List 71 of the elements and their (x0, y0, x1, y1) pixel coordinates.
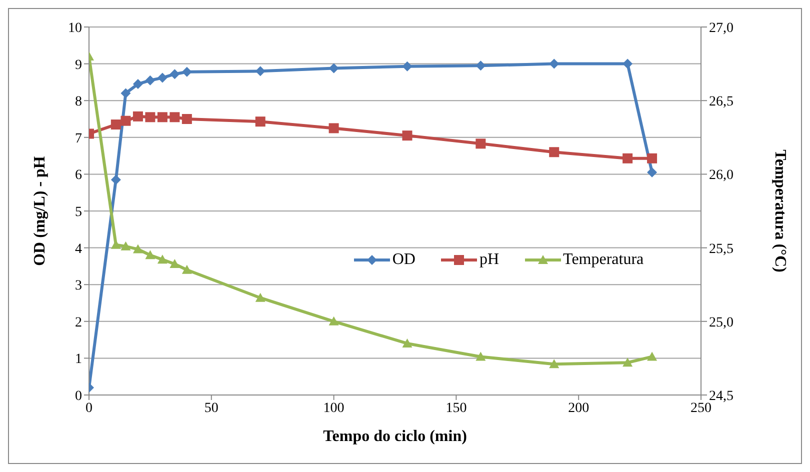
point (255, 116, 266, 127)
y-tick-label: 3 (75, 278, 82, 294)
point (145, 250, 156, 260)
point (110, 174, 121, 185)
point (549, 58, 560, 69)
point (182, 66, 192, 77)
legend-label: Temperatura (562, 251, 644, 269)
point (476, 352, 486, 361)
x-tick-label: 250 (690, 400, 712, 416)
y2-tick-label: 27,0 (709, 20, 734, 36)
y-axis-title: OD (mg/L) - pH (32, 156, 49, 266)
point (622, 153, 633, 164)
x-tick-label: 0 (86, 400, 92, 416)
x-tick-label: 200 (568, 400, 590, 416)
point (328, 63, 339, 74)
legend-label: pH (478, 251, 500, 269)
y2-tick-label: 24,5 (709, 388, 734, 404)
point (182, 114, 192, 124)
y-tick-label: 6 (75, 168, 82, 184)
y-tick-label: 1 (75, 352, 82, 368)
point (255, 66, 266, 76)
point (328, 123, 339, 134)
point (145, 112, 156, 122)
point (120, 241, 131, 250)
y2-tick-label: 26,5 (709, 94, 734, 110)
y2-tick-label: 26,0 (709, 168, 734, 184)
y-tick-label: 10 (68, 20, 82, 36)
point (170, 258, 180, 268)
y2-tick-label: 25,0 (709, 315, 734, 330)
point (132, 244, 143, 254)
legend-label: OD (391, 251, 416, 269)
point (157, 112, 168, 122)
point (145, 75, 156, 86)
point (476, 60, 486, 71)
point (549, 359, 560, 368)
point (328, 316, 339, 326)
x-tick-label: 50 (204, 400, 218, 416)
point (170, 112, 180, 122)
point (110, 240, 121, 249)
point (132, 111, 143, 122)
x-tick-label: 100 (323, 400, 344, 416)
y-tick-label: 0 (75, 388, 82, 404)
point (110, 120, 121, 130)
point (549, 147, 560, 158)
y-tick-label: 2 (75, 315, 82, 330)
y-tick-label: 7 (75, 131, 82, 146)
point (170, 69, 180, 80)
point (476, 138, 486, 149)
point (647, 153, 658, 164)
y-tick-label: 9 (75, 58, 82, 73)
point (402, 130, 412, 141)
y-tick-label: 4 (75, 242, 82, 257)
x-axis-title: Tempo do ciclo (min) (323, 428, 467, 445)
point (255, 292, 266, 302)
point (157, 72, 168, 83)
point (120, 88, 131, 98)
y2-tick-label: 25,5 (709, 242, 734, 257)
point (157, 254, 168, 264)
point (402, 61, 412, 72)
y2-axis-title: Temperatura (°C) (771, 150, 788, 272)
y-tick-label: 8 (75, 94, 82, 110)
point (647, 167, 658, 178)
point (647, 352, 658, 361)
point (132, 79, 143, 90)
point (120, 116, 131, 126)
point (182, 264, 192, 274)
x-tick-label: 150 (446, 400, 467, 416)
point (622, 58, 633, 69)
point (402, 338, 412, 348)
y-tick-label: 5 (75, 204, 82, 220)
point (622, 358, 633, 367)
